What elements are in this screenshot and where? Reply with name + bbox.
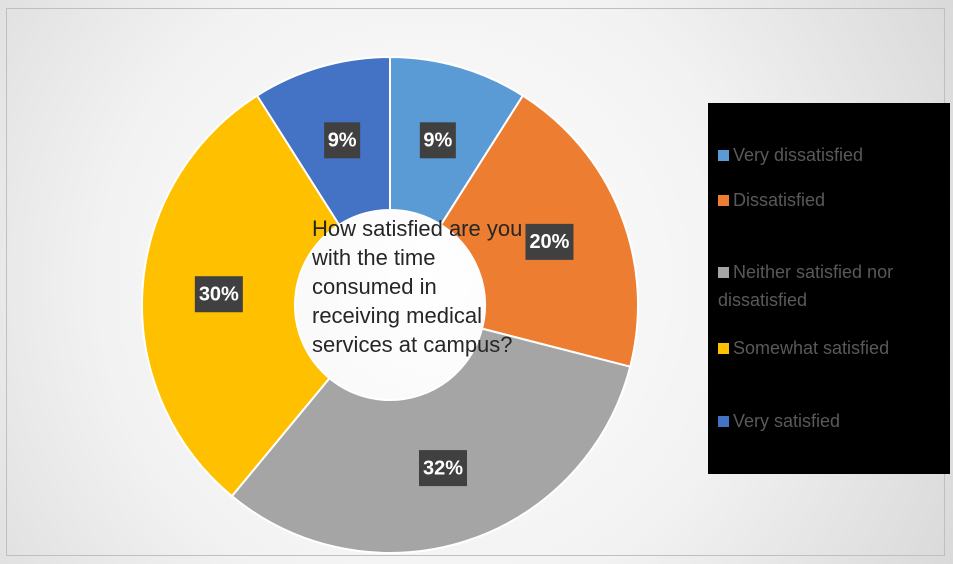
legend-item: Somewhat satisfied xyxy=(718,334,948,362)
data-label: 32% xyxy=(423,457,463,479)
legend-label: Dissatisfied xyxy=(733,190,826,210)
chart-title: How satisfied are you with the time cons… xyxy=(312,216,523,357)
legend: Very dissatisfied Dissatisfied Neither sat… xyxy=(708,103,950,474)
legend-item: Very satisfied xyxy=(718,407,948,435)
data-label: 20% xyxy=(529,231,569,253)
legend-label: Somewhat satisfied xyxy=(733,338,890,358)
legend-label: Very satisfied xyxy=(733,411,841,431)
data-label: 30% xyxy=(199,284,239,306)
data-label-box xyxy=(418,450,467,487)
donut-segment xyxy=(230,327,632,554)
legend-swatch xyxy=(718,343,729,354)
data-label-box xyxy=(194,276,243,313)
legend-swatch xyxy=(718,267,729,278)
donut-segment xyxy=(255,55,391,227)
legend-swatch xyxy=(718,416,729,427)
data-label-box xyxy=(324,122,361,159)
legend-label: Neither satisfied nor dissatisfied xyxy=(718,262,894,310)
legend-item: Dissatisfied xyxy=(718,186,948,214)
legend-label: Very dissatisfied xyxy=(733,145,864,165)
legend-swatch xyxy=(718,150,729,161)
legend-swatch xyxy=(718,195,729,206)
legend-item: Very dissatisfied xyxy=(718,141,948,169)
data-label-box xyxy=(525,223,574,260)
data-label-box xyxy=(419,122,456,159)
data-label: 9% xyxy=(328,130,357,152)
data-label: 9% xyxy=(423,130,452,152)
legend-item: Neither satisfied nor dissatisfied xyxy=(718,258,948,314)
